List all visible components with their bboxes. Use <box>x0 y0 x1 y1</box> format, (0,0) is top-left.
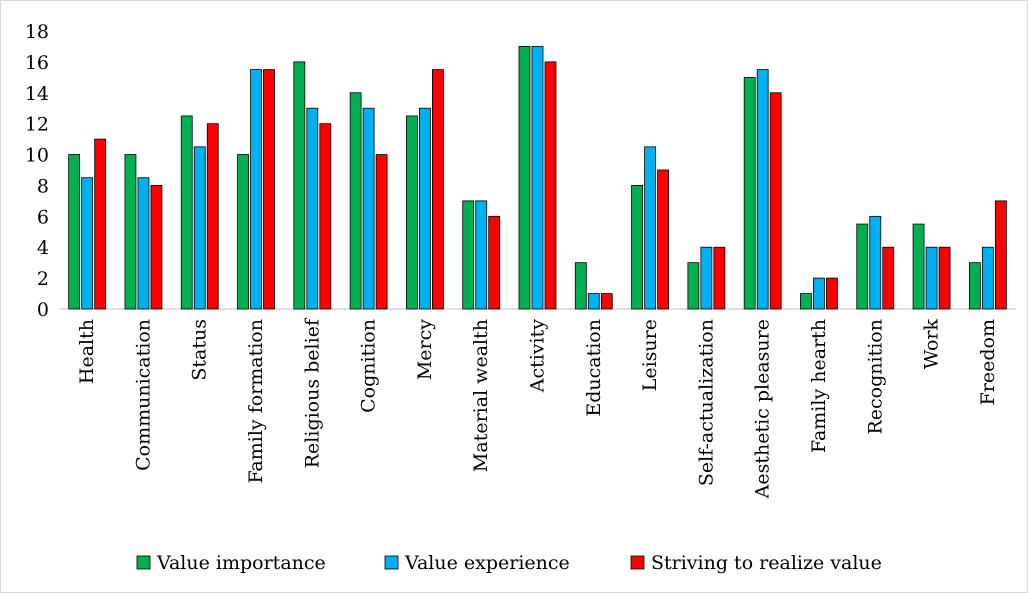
bar-striving <box>263 69 275 310</box>
bar-striving <box>319 123 332 310</box>
bar-importance <box>406 115 418 310</box>
legend-swatch <box>136 555 151 570</box>
bar-experience <box>756 69 769 310</box>
chart-axes: 0 2 4 6 8 10 12 14 16 18 <box>25 21 1016 321</box>
bar-importance <box>631 185 643 310</box>
bar-experience <box>362 107 375 310</box>
bar-experience <box>813 277 825 310</box>
bar-importance <box>68 154 81 310</box>
bar-striving <box>938 246 951 310</box>
y-tick-label: 2 <box>37 268 49 290</box>
bar-striving <box>600 293 613 310</box>
bar-experience <box>981 246 994 310</box>
bar-experience <box>250 69 262 310</box>
category-labels: Health Communication Status Family formatio… <box>76 317 999 499</box>
legend-swatch <box>630 555 645 570</box>
bar-striving <box>432 69 444 310</box>
bar-experience <box>306 107 319 310</box>
legend-label: Striving to realize value <box>651 552 882 574</box>
chart-legend: Value importance Value experience Striving… <box>136 552 882 574</box>
bar-importance <box>574 262 587 310</box>
x-tick-label: Recognition <box>864 319 886 435</box>
x-tick-label: Work <box>921 319 943 370</box>
bar-experience <box>587 293 600 310</box>
x-tick-label: Leisure <box>639 319 661 391</box>
bar-experience <box>869 215 882 310</box>
bar-striving <box>713 246 726 310</box>
x-tick-label: Education <box>583 319 605 417</box>
bar-striving <box>994 200 1007 310</box>
bar-importance <box>687 262 700 310</box>
x-tick-label: Religious belief <box>301 317 323 468</box>
bar-importance <box>518 46 531 310</box>
y-tick-label: 18 <box>25 21 49 43</box>
chart-bars <box>68 46 1007 310</box>
x-tick-label: Family formation <box>245 319 267 483</box>
x-tick-label: Aesthetic pleasure <box>752 319 774 499</box>
bar-importance <box>462 200 475 310</box>
bar-striving <box>94 138 107 310</box>
y-tick-label: 16 <box>25 52 49 74</box>
bar-striving <box>488 215 501 310</box>
bar-importance <box>912 223 925 310</box>
bar-experience <box>81 177 94 310</box>
x-tick-label: Material wealth <box>470 319 492 472</box>
x-tick-label: Freedom <box>977 319 999 405</box>
bar-striving <box>375 154 388 310</box>
bar-experience <box>700 246 713 310</box>
bar-experience <box>137 177 150 310</box>
bar-importance <box>743 76 756 310</box>
y-tick-label: 12 <box>25 114 49 136</box>
bar-importance <box>800 293 812 310</box>
bar-striving <box>657 169 669 310</box>
x-tick-label: Self-actualization <box>695 319 717 486</box>
legend-swatch <box>384 555 399 570</box>
bar-importance <box>237 154 249 310</box>
bar-experience <box>193 146 206 310</box>
y-tick-label: 0 <box>37 299 49 321</box>
y-tick-label: 6 <box>37 206 49 228</box>
y-tick-label: 8 <box>37 175 49 197</box>
bar-striving <box>206 123 219 310</box>
x-tick-label: Health <box>76 319 98 384</box>
bar-experience <box>419 107 431 310</box>
bar-importance <box>856 223 869 310</box>
bar-experience <box>475 200 488 310</box>
y-tick-label: 4 <box>37 237 49 259</box>
x-tick-label: Mercy <box>414 319 436 380</box>
bar-experience <box>925 246 938 310</box>
bar-importance <box>124 154 137 310</box>
legend-label: Value experience <box>404 552 570 574</box>
bar-striving <box>826 277 838 310</box>
bar-importance <box>349 92 362 310</box>
legend-label: Value importance <box>156 552 326 574</box>
bar-striving <box>150 185 163 310</box>
x-tick-label: Status <box>189 319 211 381</box>
bar-striving <box>882 246 895 310</box>
x-tick-label: Activity <box>527 319 549 394</box>
bar-experience <box>644 146 656 310</box>
bar-importance <box>968 262 981 310</box>
x-tick-label: Communication <box>132 319 154 471</box>
bar-striving <box>544 61 557 310</box>
bar-importance <box>293 61 306 310</box>
x-tick-label: Cognition <box>358 319 380 413</box>
y-tick-label: 10 <box>25 145 49 167</box>
x-tick-label: Family hearth <box>808 319 830 453</box>
y-tick-label: 14 <box>25 83 49 105</box>
bar-importance <box>180 115 193 310</box>
bar-experience <box>531 46 544 310</box>
bar-striving <box>769 92 782 310</box>
